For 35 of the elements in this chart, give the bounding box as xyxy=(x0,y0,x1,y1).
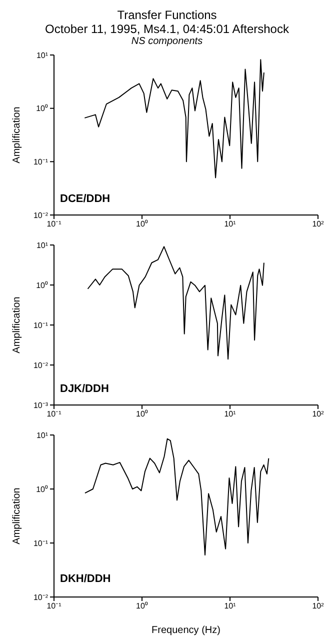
y-axis-title: Amplification xyxy=(12,106,23,164)
x-axis-title: Frequency (Hz) xyxy=(152,625,220,636)
y-tick-label: 10⁻¹ xyxy=(33,320,48,330)
y-tick-label: 10¹ xyxy=(36,430,48,440)
annotation: DJK/DDH xyxy=(60,383,109,395)
chart-subtitle: October 11, 1995, Ms4.1, 04:45:01 Aftershock xyxy=(44,22,290,36)
x-tick-label: 10⁻¹ xyxy=(46,410,62,419)
y-tick-label: 10¹ xyxy=(36,50,48,60)
y-tick-label: 10⁻³ xyxy=(33,400,48,410)
x-tick-label: 10⁻¹ xyxy=(46,220,62,229)
x-tick-label: 10¹ xyxy=(224,220,236,229)
y-tick-label: 10⁻² xyxy=(33,210,48,220)
y-tick-label: 10⁰ xyxy=(36,104,48,114)
annotation: DKH/DDH xyxy=(60,573,111,585)
y-axis-title: Amplification xyxy=(12,296,23,354)
y-tick-label: 10⁰ xyxy=(36,484,48,494)
x-tick-label: 10² xyxy=(312,410,324,419)
x-tick-label: 10² xyxy=(312,220,324,229)
x-tick-label: 10¹ xyxy=(224,410,236,419)
x-tick-label: 10⁰ xyxy=(136,410,148,419)
chart-title: Transfer Functions xyxy=(116,8,218,22)
annotation: DCE/DDH xyxy=(60,193,110,205)
y-tick-label: 10⁻² xyxy=(33,592,48,602)
y-tick-label: 10⁻¹ xyxy=(33,538,48,548)
x-tick-label: 10⁻¹ xyxy=(46,602,62,611)
y-tick-label: 10⁻² xyxy=(33,360,48,370)
y-tick-label: 10⁻¹ xyxy=(33,158,48,167)
y-tick-label: 10¹ xyxy=(36,240,48,250)
text: NS components xyxy=(130,36,204,47)
y-axis-title: Amplification xyxy=(12,488,23,544)
y-tick-label: 10⁰ xyxy=(36,280,48,290)
x-tick-label: 10¹ xyxy=(224,602,236,611)
x-tick-label: 10² xyxy=(312,602,324,611)
x-tick-label: 10⁰ xyxy=(136,220,148,229)
x-tick-label: 10⁰ xyxy=(136,602,148,611)
